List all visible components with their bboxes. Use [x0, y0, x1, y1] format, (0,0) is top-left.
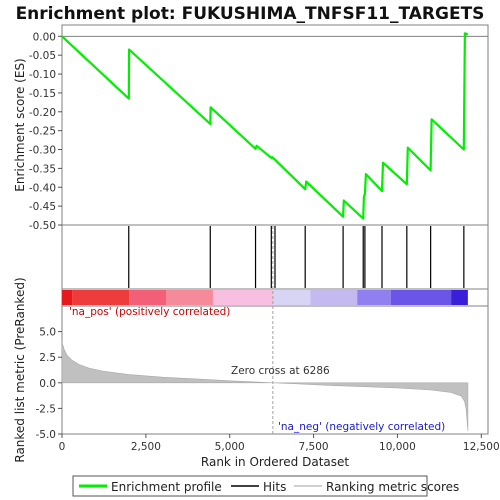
es-y-tick-label: -0.40	[29, 182, 56, 194]
colorbar-group	[62, 290, 468, 305]
colorbar-segment	[72, 290, 130, 305]
colorbar-segment	[272, 290, 311, 305]
es-y-tick-label: 0.00	[33, 31, 56, 43]
colorbar-segment	[357, 290, 391, 305]
colorbar-segment	[212, 290, 273, 305]
hits-group	[128, 226, 465, 288]
metric-y-axis-label: Ranked list metric (PreRanked)	[13, 277, 27, 462]
legend-hits-label: Hits	[263, 480, 286, 494]
x-tick-label: 0	[59, 441, 66, 453]
x-axis-label: Rank in Ordered Dataset	[201, 455, 349, 469]
colorbar-segment	[310, 290, 358, 305]
chart-title: Enrichment plot: FUKUSHIMA_TNFSF11_TARGE…	[16, 4, 485, 24]
es-y-tick-label: -0.25	[29, 126, 56, 138]
es-y-tick-label: -0.05	[29, 50, 56, 62]
metric-y-tick-label: -2.5	[36, 403, 57, 415]
x-axis: 0 2,500 5,000 7,500 10,000 12,500	[59, 434, 500, 453]
metric-y-tick-label: 0.0	[39, 378, 56, 390]
metric-area-group	[61, 226, 469, 434]
legend-metric-label: Ranking metric scores	[326, 480, 459, 494]
colorbar-segment	[165, 290, 213, 305]
metric-panel-frame	[61, 305, 489, 435]
es-y-axis: 0.00 -0.05 -0.10 -0.15 -0.20 -0.25 -0.30 -0.35 -…	[29, 31, 62, 232]
es-y-tick-label: -0.45	[29, 201, 56, 213]
x-tick-label: 5,000	[215, 441, 245, 453]
colorbar-segment	[390, 290, 452, 305]
metric-y-tick-label: 2.5	[39, 352, 56, 364]
pos-label: 'na_pos' (positively correlated)	[69, 306, 230, 318]
neg-label: 'na_neg' (negatively correlated)	[278, 421, 445, 433]
x-tick-label: 10,000	[379, 441, 416, 453]
es-y-tick-label: -0.30	[29, 145, 56, 157]
colorbar-segment	[62, 290, 73, 305]
metric-y-tick-label: 5.0	[39, 327, 56, 339]
x-tick-label: 2,500	[131, 441, 161, 453]
x-tick-label: 7,500	[299, 441, 329, 453]
legend-enrichment-label: Enrichment profile	[111, 480, 222, 494]
enrichment-profile-group	[61, 32, 469, 220]
colorbar-segment	[129, 290, 166, 305]
es-panel-frame	[61, 24, 489, 226]
es-y-axis-label: Enrichment score (ES)	[13, 58, 27, 191]
colorbar-segment	[451, 290, 468, 305]
x-tick-label: 12,500	[463, 441, 500, 453]
metric-y-tick-label: -5.0	[36, 429, 57, 441]
enrichment-profile-line	[61, 32, 469, 220]
metric-y-axis: 5.0 2.5 0.0 -2.5 -5.0	[36, 327, 62, 441]
es-y-tick-label: -0.35	[29, 163, 56, 175]
es-y-tick-label: -0.10	[29, 69, 56, 81]
zero-cross-label: Zero cross at 6286	[231, 365, 330, 377]
es-y-tick-label: -0.50	[29, 220, 56, 232]
es-y-tick-label: -0.20	[29, 107, 56, 119]
es-y-tick-label: -0.15	[29, 88, 56, 100]
